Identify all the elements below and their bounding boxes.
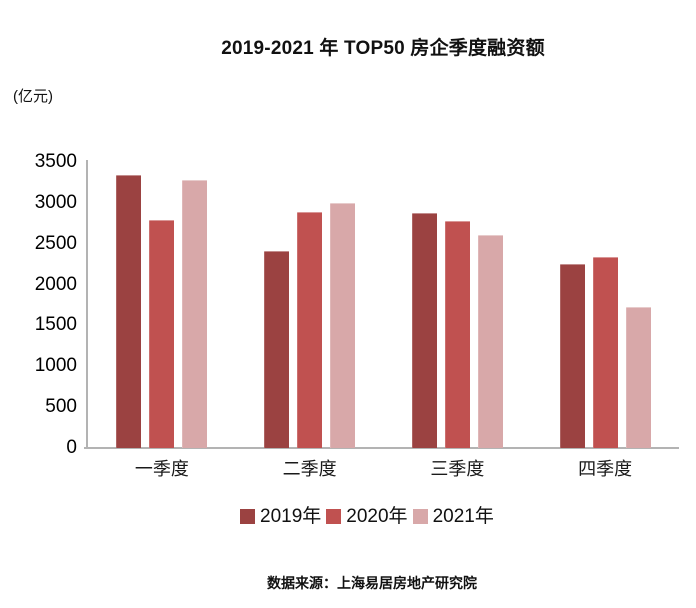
bar-2021年-四季度	[626, 307, 651, 448]
y-axis-tick-label: 1500	[34, 314, 77, 336]
bar-2021年-二季度	[330, 203, 355, 448]
y-axis-tick-label: 1000	[34, 355, 77, 377]
x-axis-label: 一季度	[134, 459, 189, 479]
legend-label: 2020年	[346, 506, 408, 527]
y-axis-tick-label: 500	[45, 396, 77, 418]
y-axis-tick-label: 3500	[34, 151, 77, 172]
x-axis-line	[84, 447, 679, 449]
bar-2020年-二季度	[297, 212, 322, 448]
legend-swatch-icon	[240, 509, 255, 524]
legend-label: 2019年	[260, 506, 322, 527]
bar-2020年-四季度	[593, 257, 618, 448]
bar-2019年-二季度	[264, 251, 289, 448]
legend-item: 2021年	[412, 506, 494, 527]
y-axis-tick-label: 2500	[34, 232, 77, 254]
y-axis-line	[86, 160, 88, 448]
legend-item: 2020年	[326, 506, 408, 527]
data-source-note: 数据来源：上海易居房地产研究院	[267, 575, 477, 591]
y-axis-tick-label: 0	[66, 437, 77, 458]
legend-swatch-icon	[412, 509, 428, 524]
chart-title: 2019-2021 年 TOP50 房企季度融资额	[221, 38, 545, 59]
bar-2019年-三季度	[412, 213, 437, 448]
bar-2019年-一季度	[116, 175, 141, 448]
bar-2020年-一季度	[149, 220, 174, 448]
legend-swatch-icon	[326, 509, 342, 524]
bar-2021年-一季度	[182, 180, 207, 448]
bar-2019年-四季度	[560, 264, 585, 448]
bar-2020年-三季度	[445, 221, 470, 448]
x-axis-label: 二季度	[282, 459, 337, 479]
x-axis-label: 三季度	[430, 459, 485, 479]
legend-item: 2019年	[240, 507, 321, 526]
bar-2021年-三季度	[478, 235, 503, 448]
legend-label: 2021年	[432, 506, 494, 527]
y-axis-unit-label: (亿元)	[13, 88, 53, 105]
legend: 2019年 2020年 2021年	[240, 507, 499, 526]
y-axis-tick-label: 3000	[34, 191, 77, 213]
y-axis-tick-label: 2000	[34, 273, 77, 295]
x-axis-label: 四季度	[578, 459, 633, 479]
